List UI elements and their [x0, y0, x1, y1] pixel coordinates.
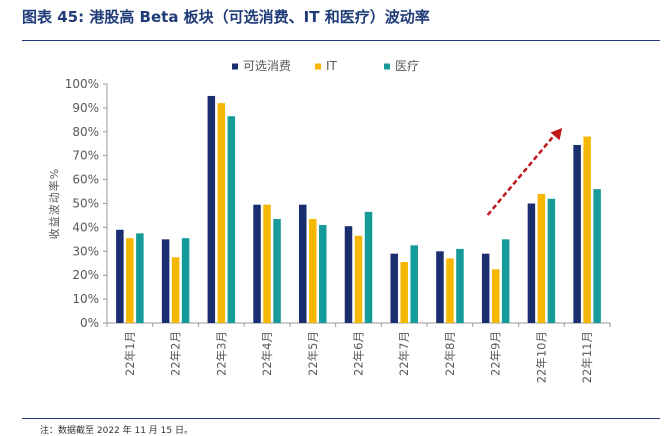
bar: [446, 258, 454, 323]
bar: [501, 239, 510, 323]
y-axis-title: 收益波动率%: [47, 168, 61, 239]
trend-arrow-shaft: [486, 132, 558, 216]
bar: [253, 204, 261, 323]
y-tick-label: 0%: [80, 316, 99, 330]
bar: [126, 238, 134, 323]
bar: [491, 269, 500, 323]
x-tick-label: 22年2月: [169, 331, 183, 376]
legend-label: 可选消费: [243, 59, 291, 73]
trend-arrow-head: [550, 128, 563, 141]
bar: [456, 248, 464, 323]
bar: [527, 203, 536, 323]
bar: [273, 219, 281, 323]
y-tick-label: 30%: [72, 244, 99, 258]
bar: [481, 253, 490, 323]
bar: [263, 204, 271, 323]
bar: [410, 245, 418, 323]
bar: [364, 211, 373, 323]
top-rule: [22, 40, 660, 41]
bar: [547, 198, 556, 323]
x-tick-label: 22年9月: [489, 331, 503, 376]
bar: [217, 103, 226, 324]
bar: [583, 136, 591, 323]
bar: [171, 257, 180, 323]
x-tick-label: 22年4月: [260, 331, 274, 376]
bar: [573, 144, 581, 323]
x-tick-label: 22年6月: [352, 331, 366, 376]
bar: [436, 251, 444, 323]
bar: [309, 219, 317, 323]
y-tick-label: 70%: [72, 149, 99, 163]
x-tick-label: 22年7月: [397, 331, 411, 376]
bottom-rule: [22, 418, 660, 419]
y-tick-label: 40%: [72, 220, 99, 234]
y-tick-label: 50%: [72, 197, 99, 211]
x-tick-label: 22年5月: [306, 331, 320, 376]
legend-label: IT: [326, 59, 338, 73]
bar: [299, 204, 307, 323]
x-tick-label: 22年3月: [214, 331, 228, 376]
bar-chart: 0% 10% 20% 30% 40% 50% 60% 70% 80% 90% 100% 收益波动率% 2…: [47, 59, 611, 383]
legend-swatch: [315, 63, 321, 70]
legend-swatch: [384, 63, 390, 70]
x-tick-label: 22年8月: [443, 331, 457, 376]
x-tick-label: 22年11月: [580, 331, 594, 383]
bar: [319, 225, 327, 323]
bar: [400, 262, 408, 323]
y-tick-label: 90%: [72, 101, 99, 115]
y-tick-label: 10%: [72, 292, 99, 306]
bar: [161, 239, 170, 323]
bar: [136, 233, 144, 323]
bar: [207, 95, 216, 323]
footnote: 注：数据截至 2022 年 11 月 15 日。: [40, 426, 193, 436]
legend-swatch: [232, 63, 238, 70]
bar: [227, 116, 236, 323]
legend-label: 医疗: [395, 59, 419, 73]
bar: [344, 226, 353, 323]
y-tick-label: 20%: [72, 268, 99, 282]
y-tick-label: 80%: [72, 125, 99, 139]
bar: [390, 253, 398, 323]
figure-title: 图表 45: 港股高 Beta 板块（可选消费、IT 和医疗）波动率: [22, 8, 430, 26]
bar: [593, 189, 601, 323]
x-tick-label: 22年10月: [534, 331, 548, 383]
bar: [354, 235, 363, 323]
bar: [116, 229, 124, 323]
y-tick-label: 100%: [65, 77, 99, 91]
bar: [537, 193, 546, 323]
bar: [181, 238, 190, 323]
y-tick-label: 60%: [72, 173, 99, 187]
x-tick-label: 22年1月: [123, 331, 137, 376]
